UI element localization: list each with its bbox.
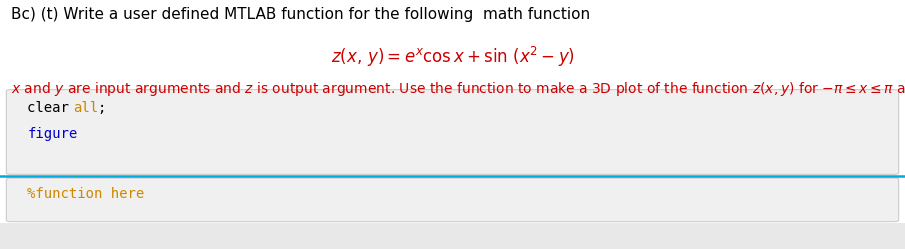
Text: Bc) (t) Write a user defined MTLAB function for the following  math function: Bc) (t) Write a user defined MTLAB funct…: [11, 7, 590, 22]
FancyBboxPatch shape: [6, 178, 899, 222]
Text: %function here: %function here: [27, 187, 145, 201]
Text: ;: ;: [97, 101, 105, 115]
FancyBboxPatch shape: [0, 223, 905, 249]
Text: $x$ and $y$ are input arguments and $z$ is output argument. Use the function to : $x$ and $y$ are input arguments and $z$ …: [11, 80, 905, 98]
Text: $z(x,\, y) = e^{x}\cos x + \sin\,(x^{2} - y)$: $z(x,\, y) = e^{x}\cos x + \sin\,(x^{2} …: [330, 45, 575, 69]
Text: all: all: [73, 101, 99, 115]
Text: clear: clear: [27, 101, 78, 115]
FancyBboxPatch shape: [6, 90, 899, 174]
Text: figure: figure: [27, 127, 78, 141]
